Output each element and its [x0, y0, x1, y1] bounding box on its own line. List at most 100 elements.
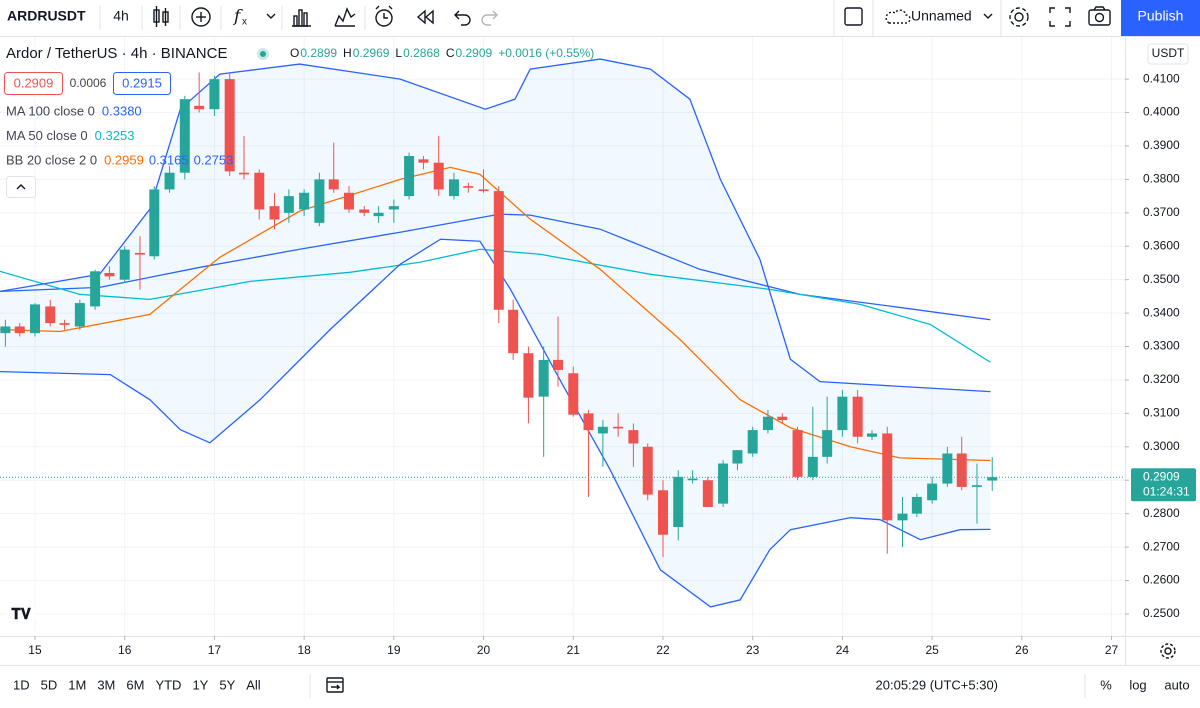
candle: [194, 72, 205, 113]
candle: [822, 396, 833, 464]
range-button[interactable]: 5D: [41, 677, 58, 692]
candle: [927, 476, 938, 504]
fx-glyph: f: [232, 7, 243, 27]
bid[interactable]: 0.2909: [14, 75, 54, 90]
y-tick-label: 0.3400: [1143, 305, 1180, 319]
range-button[interactable]: 1D: [13, 677, 30, 692]
candle: [732, 450, 743, 471]
y-tick-label: 0.3600: [1143, 238, 1180, 252]
candle-body: [747, 430, 758, 454]
collapse-chevron[interactable]: [16, 184, 26, 190]
currency-box[interactable]: [1147, 43, 1189, 65]
candle-body: [852, 396, 863, 437]
indicator-label[interactable]: MA 50 close 0: [6, 128, 88, 143]
spread: 0.0006: [70, 76, 107, 90]
range-button[interactable]: 5Y: [219, 677, 235, 692]
candle-body: [404, 155, 415, 197]
grid: [0, 37, 1125, 636]
clock[interactable]: 20:05:29 (UTC+5:30): [876, 677, 998, 692]
financials-icon[interactable]: [292, 9, 311, 27]
range-button[interactable]: 3M: [97, 677, 115, 692]
candle: [239, 135, 250, 180]
candle: [164, 166, 175, 193]
range-button[interactable]: 1Y: [192, 677, 208, 692]
candle: [702, 476, 713, 507]
candle-body: [299, 192, 310, 210]
band-fill: [0, 59, 991, 607]
candle: [657, 480, 668, 558]
templates-icon[interactable]: [334, 7, 356, 27]
candle-body: [209, 79, 220, 110]
redo-icon[interactable]: [481, 10, 498, 26]
ask-box[interactable]: [113, 72, 171, 95]
range-button[interactable]: 6M: [126, 677, 144, 692]
symbol[interactable]: ARDRUSDT: [7, 8, 86, 24]
range-button[interactable]: All: [246, 677, 261, 692]
candle-body: [657, 490, 668, 535]
layout-icon[interactable]: [844, 7, 863, 26]
replay-icon[interactable]: [416, 9, 434, 25]
currency[interactable]: USDT: [1152, 46, 1185, 60]
chevron[interactable]: [983, 13, 993, 19]
goto-date-icon[interactable]: [326, 677, 344, 693]
indicator-label[interactable]: MA 100 close 0: [6, 103, 95, 118]
cloud-icon: [885, 9, 911, 24]
candle-body: [74, 303, 85, 327]
layout-name[interactable]: Unnamed: [911, 8, 972, 24]
publish-label[interactable]: Publish: [1138, 8, 1184, 24]
candle: [254, 169, 265, 220]
indicator-label[interactable]: BB 20 close 2 0: [6, 152, 97, 167]
candle-body: [942, 453, 953, 484]
x-tick-label: 15: [28, 643, 42, 657]
candle-body: [328, 179, 339, 190]
snapshot-icon[interactable]: [1088, 6, 1111, 26]
settings-icon[interactable]: [1009, 7, 1029, 27]
range-button[interactable]: YTD: [155, 677, 181, 692]
x-tick-label: 22: [656, 643, 670, 657]
x-tick-label: 24: [836, 643, 850, 657]
market-status: [260, 51, 266, 57]
candle-body: [104, 272, 115, 277]
y-tick-label: 0.2800: [1143, 506, 1180, 520]
ask[interactable]: 0.2915: [122, 75, 162, 90]
candle-body: [314, 179, 325, 223]
candle-body: [971, 485, 982, 487]
candle-body: [583, 413, 594, 431]
publish-button[interactable]: [1121, 0, 1200, 36]
interval[interactable]: 4h: [113, 8, 129, 24]
candle-body: [433, 162, 444, 190]
bottom-bar: 20:05:29 (UTC+5:30) % log auto 1D 5D 1M 3M 6…: [13, 643, 1190, 698]
ohlc-value: 0.2909: [455, 46, 492, 60]
x-tick-label: 21: [567, 643, 581, 657]
candle: [463, 182, 474, 193]
candle-body: [687, 478, 698, 481]
percent-toggle[interactable]: %: [1100, 677, 1112, 692]
x-tick-label: 26: [1015, 643, 1029, 657]
candle: [179, 95, 190, 180]
fx-glyph: x: [242, 17, 247, 28]
collapse-button[interactable]: [6, 176, 36, 198]
candle-body: [224, 79, 235, 172]
candle-body: [418, 159, 429, 163]
time-axis-settings[interactable]: [1160, 643, 1176, 659]
y-tick-label: 0.3300: [1143, 339, 1180, 353]
alert-icon[interactable]: [375, 5, 393, 27]
candle: [852, 389, 863, 444]
candle: [149, 186, 160, 260]
y-tick-label: 0.2600: [1143, 573, 1180, 587]
candle: [597, 420, 608, 467]
candle-body: [269, 206, 280, 220]
candle-style-icon[interactable]: [153, 6, 169, 27]
compare-icon[interactable]: [191, 7, 211, 27]
range-button[interactable]: 1M: [68, 677, 86, 692]
auto-toggle[interactable]: auto: [1164, 677, 1189, 692]
candle-body: [254, 172, 265, 210]
candle: [209, 75, 220, 116]
last-price-label: 0.2909: [1143, 469, 1180, 483]
fullscreen-icon[interactable]: [1049, 7, 1071, 27]
undo-icon[interactable]: [454, 10, 471, 26]
bid-box[interactable]: [4, 72, 63, 95]
log-toggle[interactable]: log: [1129, 677, 1146, 692]
candle-body: [239, 172, 250, 175]
